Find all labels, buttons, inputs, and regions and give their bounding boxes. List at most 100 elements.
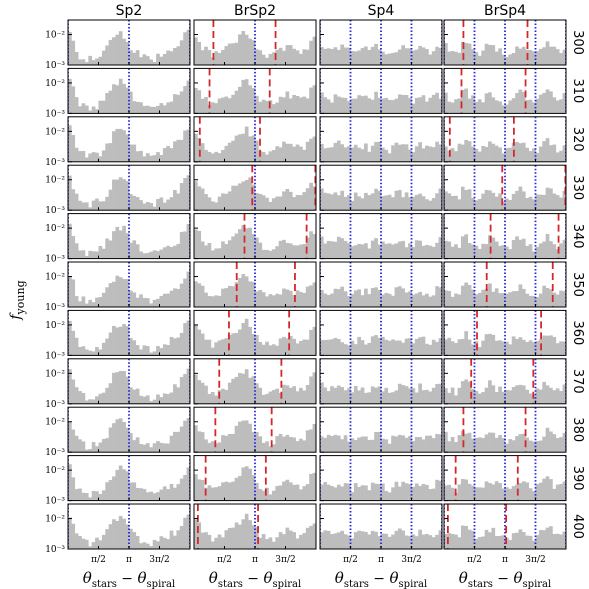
histogram-bar [132, 532, 137, 549]
histogram-bar [122, 469, 126, 501]
histogram-bar [183, 420, 187, 453]
histogram-bar [231, 433, 235, 453]
histogram-bar [176, 431, 181, 453]
histogram-bar [105, 196, 109, 211]
histogram-bar [197, 186, 202, 211]
histogram-bar [166, 344, 170, 356]
histogram-bar [431, 295, 436, 307]
histogram-bar [552, 488, 557, 501]
histogram-bar [78, 59, 82, 65]
histogram-bar [108, 240, 113, 259]
y-tick-label: 10⁻² [45, 466, 65, 476]
histogram-bar [207, 197, 212, 211]
histogram-bar [353, 192, 358, 211]
histogram-bar [552, 46, 557, 65]
histogram-bar [326, 434, 331, 453]
histogram-bar [408, 388, 412, 404]
histogram-bar [241, 420, 246, 453]
histogram-bar [394, 190, 399, 211]
histogram-bar [435, 384, 439, 404]
histogram-bar [343, 344, 348, 356]
histogram-bar [135, 244, 140, 259]
histogram-bar [438, 188, 442, 211]
histogram-bar [377, 386, 382, 404]
histogram-bar [91, 200, 96, 211]
histogram-bar [384, 533, 389, 549]
histogram-bar [532, 342, 536, 356]
histogram-bar [305, 141, 310, 162]
histogram-bar [183, 475, 187, 501]
histogram-bar [464, 331, 469, 356]
histogram-bar [535, 484, 540, 501]
histogram-bar [288, 98, 293, 114]
histogram-bar [367, 534, 372, 549]
histogram-bar [101, 248, 106, 259]
histogram-bar [135, 297, 140, 307]
histogram-bar [481, 536, 485, 549]
histogram-bar [350, 294, 355, 307]
histogram-bar [555, 195, 560, 211]
histogram-bar [364, 243, 368, 259]
histogram-bar [118, 418, 123, 453]
histogram-bar [425, 343, 429, 356]
histogram-bar [159, 397, 164, 404]
histogram-bar [115, 419, 120, 453]
histogram-bar [238, 183, 242, 211]
histogram-bar [101, 342, 106, 356]
histogram-bar [152, 250, 157, 259]
y-tick-label: 10⁻³ [45, 448, 65, 458]
histogram-bar [404, 292, 409, 307]
histogram-bar [112, 37, 116, 65]
histogram-bar [194, 324, 198, 356]
histogram-bar [330, 102, 334, 114]
histogram-bar [210, 102, 215, 114]
histogram-bar [414, 483, 419, 501]
histogram-bar [129, 387, 133, 404]
histogram-bar [207, 242, 212, 259]
histogram-bar [95, 446, 99, 453]
histogram-bar [152, 539, 157, 549]
histogram-bar [265, 487, 269, 501]
histogram-bar [340, 530, 345, 549]
histogram-bar [152, 206, 157, 211]
histogram-bar [251, 40, 256, 65]
histogram-bar [326, 484, 331, 501]
histogram-bar [312, 282, 316, 307]
histogram-bar [343, 147, 348, 162]
histogram-bar [217, 248, 222, 259]
histogram-bar [84, 539, 89, 549]
histogram-bar [447, 241, 452, 259]
histogram-bar [271, 295, 276, 307]
histogram-bar [166, 50, 170, 65]
histogram-bar [95, 109, 99, 114]
histogram-bar [176, 243, 181, 259]
histogram-bar [285, 289, 290, 307]
histogram-bar [278, 294, 283, 307]
histogram-bar [112, 131, 116, 162]
histogram-bar [271, 541, 276, 549]
histogram-bar [474, 437, 479, 453]
histogram-bar [525, 389, 530, 404]
histogram-bar [491, 385, 496, 404]
histogram-bar [91, 302, 96, 307]
histogram-bar [156, 199, 160, 211]
histogram-bar [494, 481, 499, 501]
histogram-bar [528, 488, 533, 501]
histogram-bar [98, 201, 103, 211]
histogram-bar [224, 193, 229, 211]
histogram-bar [357, 243, 361, 259]
row-label-380: 380 [570, 417, 585, 442]
panel-brsp4-330 [443, 164, 567, 211]
histogram-bar [454, 395, 458, 404]
histogram-bar [214, 537, 219, 549]
histogram-bar [271, 52, 276, 65]
histogram-bar [484, 189, 489, 211]
histogram-bar [454, 99, 458, 114]
histogram-bar [435, 286, 439, 307]
histogram-bar [159, 489, 164, 501]
histogram-bar [78, 106, 82, 114]
histogram-bar [391, 435, 395, 453]
histogram-bar [214, 151, 219, 162]
histogram-bar [484, 93, 489, 114]
